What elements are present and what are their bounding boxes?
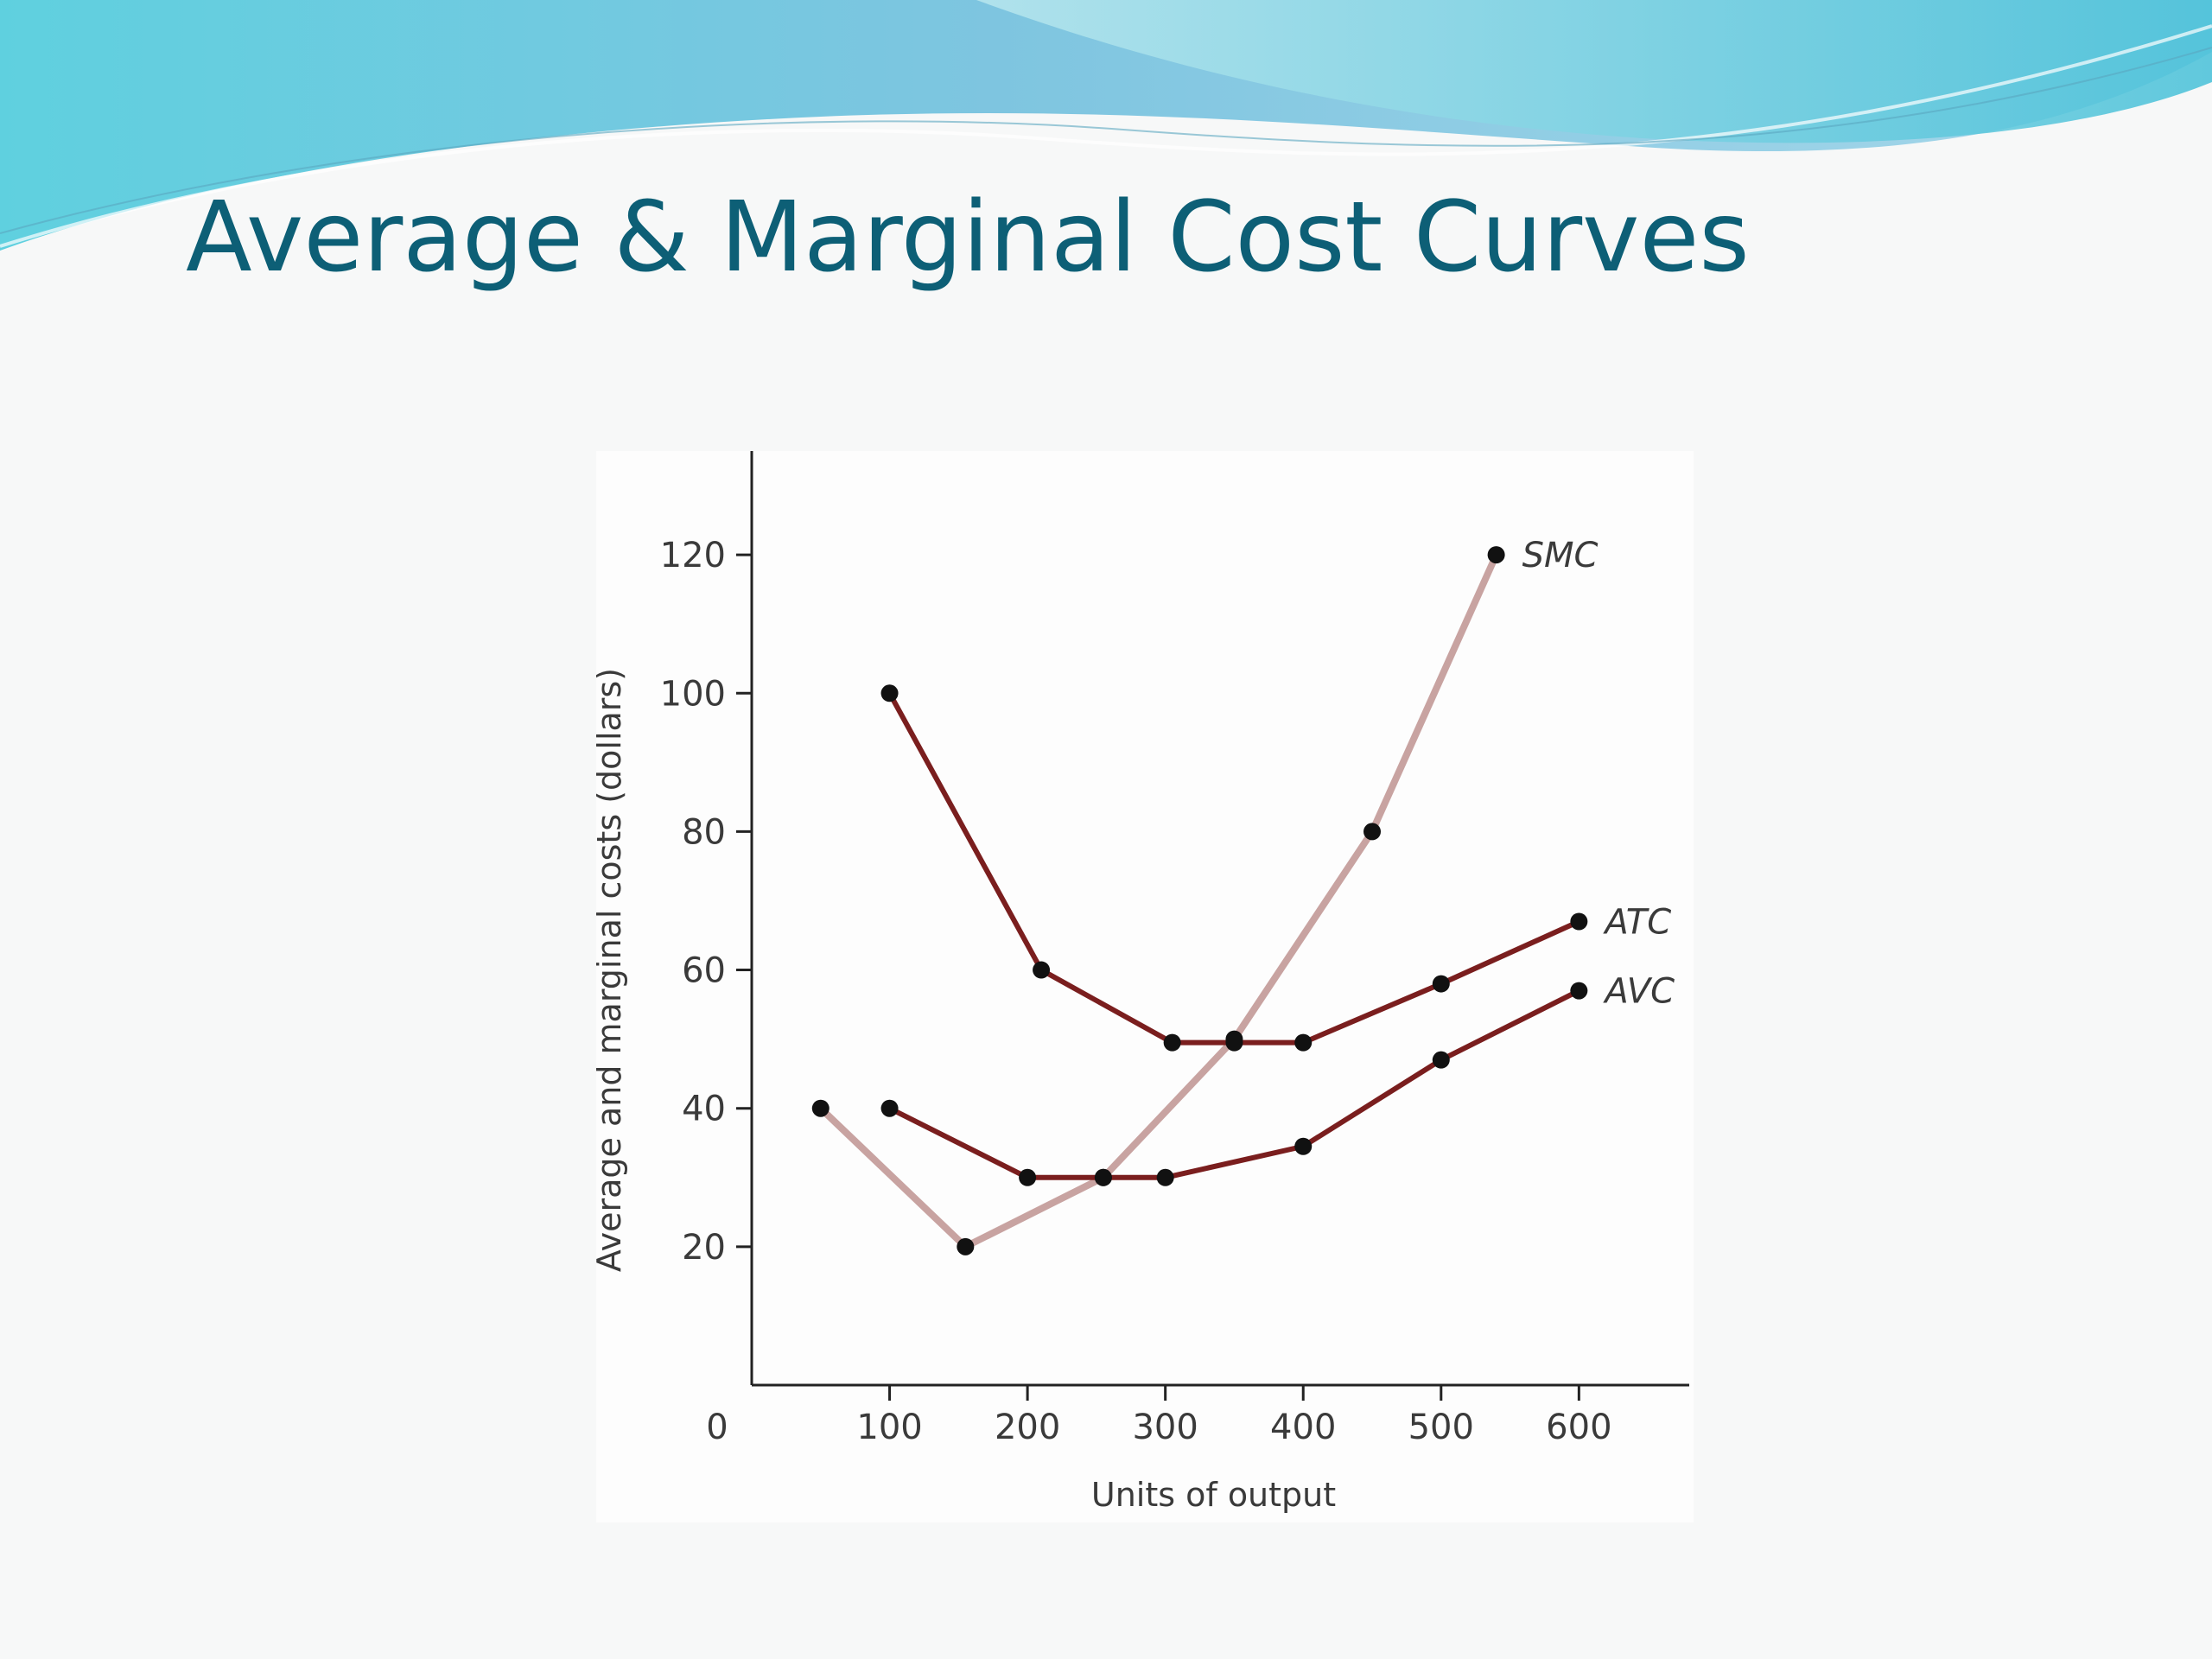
y-tick-label: 120 bbox=[660, 536, 726, 575]
x-tick-label: 300 bbox=[1132, 1408, 1198, 1447]
smc-line bbox=[817, 551, 1500, 1250]
slide-header-waves bbox=[0, 0, 2212, 251]
series-labels: SMC ATC AVC bbox=[1522, 536, 1675, 1011]
avc-point bbox=[880, 1099, 899, 1117]
avc-point bbox=[1156, 1168, 1174, 1186]
axis-ticks: 100 200 300 400 500 600 20 40 60 80 100 120 bbox=[660, 536, 1612, 1447]
origin-label: 0 bbox=[706, 1408, 728, 1447]
atc-point bbox=[1294, 1033, 1313, 1052]
atc-label: ATC bbox=[1602, 903, 1671, 943]
x-axis-title: Units of output bbox=[1091, 1476, 1336, 1514]
data-points bbox=[811, 546, 1588, 1255]
atc-point bbox=[1033, 961, 1051, 979]
slide-title: Average & Marginal Cost Curves bbox=[186, 181, 1750, 294]
x-tick-label: 600 bbox=[1546, 1408, 1611, 1447]
smc-point bbox=[1363, 823, 1382, 841]
smc-point bbox=[811, 1099, 830, 1117]
avc-label: AVC bbox=[1602, 972, 1675, 1012]
y-tick-label: 100 bbox=[660, 674, 726, 714]
smc-point bbox=[1487, 546, 1505, 564]
smc-point bbox=[957, 1237, 975, 1255]
chart-background bbox=[596, 451, 1694, 1522]
y-axis-title: Average and marginal costs (dollars) bbox=[596, 668, 628, 1272]
atc-point bbox=[1225, 1033, 1243, 1052]
x-tick-label: 400 bbox=[1270, 1408, 1336, 1447]
avc-point bbox=[1570, 982, 1588, 1000]
atc-point bbox=[1432, 975, 1450, 993]
avc-point bbox=[1294, 1137, 1313, 1155]
x-tick-label: 200 bbox=[995, 1408, 1060, 1447]
atc-point bbox=[1163, 1033, 1181, 1052]
avc-point bbox=[1019, 1168, 1037, 1186]
avc-point bbox=[1094, 1168, 1112, 1186]
y-tick-label: 20 bbox=[682, 1228, 726, 1268]
axes bbox=[750, 451, 1689, 1387]
y-tick-label: 40 bbox=[682, 1090, 726, 1129]
cost-curves-chart: 100 200 300 400 500 600 20 40 60 80 100 120 0 Units… bbox=[596, 451, 1694, 1522]
x-tick-label: 500 bbox=[1408, 1408, 1474, 1447]
atc-point bbox=[880, 684, 899, 702]
avc-point bbox=[1432, 1051, 1450, 1069]
atc-point bbox=[1570, 912, 1588, 931]
y-tick-label: 60 bbox=[682, 951, 726, 991]
x-tick-label: 100 bbox=[856, 1408, 922, 1447]
smc-label: SMC bbox=[1522, 536, 1599, 575]
y-tick-label: 80 bbox=[682, 812, 726, 852]
